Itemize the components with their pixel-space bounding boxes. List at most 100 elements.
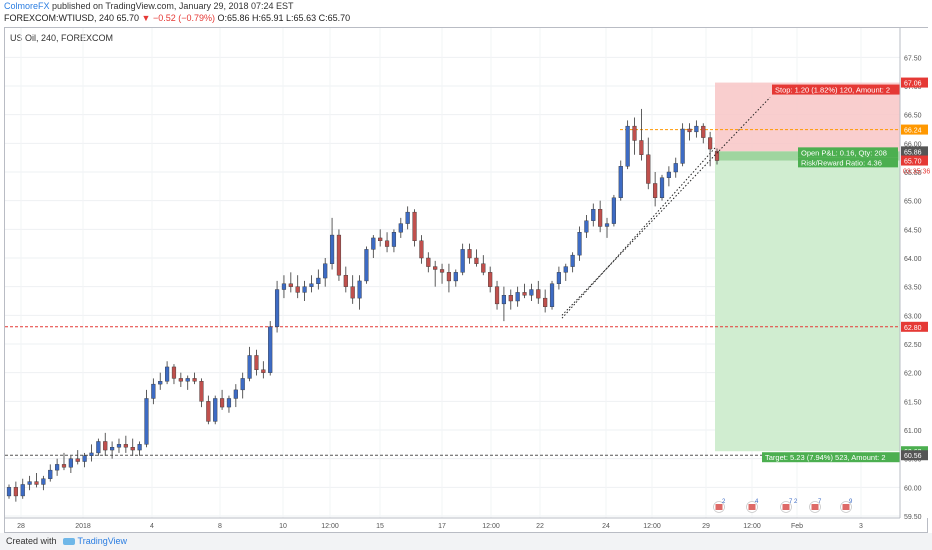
candles (6, 108, 720, 502)
candle-body (116, 444, 122, 448)
x-tick-label: 10 (279, 523, 287, 530)
time-axis[interactable]: 28 2018 4 8 10 12:00 15 17 12:00 22 24 12:00 29 12:00… (5, 517, 900, 530)
candle-body (68, 458, 73, 468)
candle-body (501, 295, 507, 305)
candle-body (123, 444, 128, 448)
candle-body (639, 140, 644, 155)
candle-body (371, 237, 376, 250)
x-tick-label: 4 (150, 523, 154, 530)
candle-body (233, 389, 238, 399)
price-axis[interactable]: 67.5067.0066.5066.0065.5065.0064.5064.00… (899, 28, 930, 521)
candle-body (439, 269, 445, 273)
rr-label: Risk/Reward Ratio: 4.36 (801, 158, 882, 167)
price-axis-bg (900, 28, 928, 518)
event-badge-count: 2 (722, 499, 726, 505)
candle-body (488, 272, 493, 287)
candle-body (309, 283, 314, 287)
y-tick-label: 66.50 (904, 113, 922, 120)
chart-legend: US Oil, 240, FOREXCOM (10, 33, 113, 43)
candle-body (41, 478, 46, 485)
candle-body (625, 125, 630, 167)
position-labels: Stop: 1.20 (1.82%) 120, Amount: 2 Open P&… (762, 84, 900, 463)
candle-body (329, 234, 335, 264)
candle-body (563, 266, 568, 273)
candle-body (577, 231, 582, 256)
candle-body (701, 125, 706, 138)
price-tag: 67.06 (904, 81, 922, 88)
symbol-info: FOREXCOM:WTIUSD, 240 65.70 ▼ −0.52 (−0.7… (4, 13, 350, 23)
candle-body (350, 286, 355, 299)
event-flag-stripe (782, 504, 790, 510)
y-tick-label: 64.50 (904, 227, 922, 234)
candle-body (261, 369, 266, 373)
price-change: ▼ −0.52 (−0.79%) (141, 13, 215, 23)
candle-body (96, 441, 101, 454)
candle-body (302, 286, 307, 293)
candle-body (522, 292, 527, 296)
candle-body (6, 487, 12, 497)
candle-body (604, 223, 610, 227)
publish-text: published on TradingView.com, January 29… (49, 1, 294, 11)
candle-body (405, 211, 410, 224)
candle-body (75, 458, 80, 462)
candle-body (192, 378, 197, 382)
candle-body (474, 257, 479, 264)
candle-body (419, 240, 424, 259)
candle-body (398, 223, 403, 233)
candle-body (130, 447, 135, 451)
candle-body (151, 383, 156, 399)
price-chart[interactable]: US Oil, 240, FOREXCOM Stop: 1.20 (1.82%)… (0, 0, 932, 533)
x-tick-label: 22 (536, 523, 544, 530)
candle-body (632, 125, 637, 141)
publish-info: ColmoreFX published on TradingView.com, … (4, 1, 294, 11)
candle-body (48, 469, 53, 479)
tradingview-logo-icon (62, 538, 75, 546)
candle-body (687, 128, 692, 133)
candle-body (323, 263, 328, 279)
x-tick-label: 24 (602, 523, 610, 530)
candle-body (556, 272, 561, 285)
candle-body (694, 125, 699, 133)
event-badge-count: 7 2 (789, 499, 798, 505)
candle-body (13, 487, 18, 497)
footer: Created with TradingView (0, 533, 932, 550)
x-tick-label: 29 (702, 523, 710, 530)
symbol-line: FOREXCOM:WTIUSD, 240 65.70 (4, 13, 142, 23)
x-tick-label: 12:00 (743, 523, 761, 530)
trendlines (561, 97, 771, 319)
candle-body (219, 398, 225, 408)
tradingview-brand[interactable]: TradingView (77, 536, 128, 546)
price-tag: 65.86 (904, 149, 922, 156)
author-link[interactable]: ColmoreFX (4, 1, 50, 11)
rr-label-bg (798, 157, 898, 168)
candle-body (336, 234, 342, 276)
candle-body (254, 355, 259, 371)
trend-line-upper (561, 97, 771, 316)
candle-body (343, 275, 348, 287)
x-tick-label: 12:00 (321, 523, 339, 530)
y-tick-label: 63.00 (904, 313, 922, 320)
candle-body (481, 263, 486, 273)
candle-body (467, 249, 472, 259)
target-label-bg (762, 452, 900, 463)
candle-body (171, 366, 177, 379)
candle-body (666, 171, 671, 178)
candle-body (412, 211, 417, 241)
event-badges: 2 4 7 2 7 9 (713, 499, 853, 513)
price-tag-bg (901, 450, 928, 461)
candle-body (659, 177, 665, 199)
position-zones (715, 82, 900, 452)
y-tick-label: 60.00 (904, 485, 922, 492)
candle-body (536, 289, 541, 299)
x-tick-label: 12:00 (482, 523, 500, 530)
candle-body (357, 280, 362, 299)
candle-body (137, 444, 142, 451)
candle-body (591, 209, 596, 221)
ohlc-values: O:65.86 H:65.91 L:65.63 C:65.70 (215, 13, 351, 23)
candle-body (226, 398, 232, 408)
event-badge-count: 4 (755, 499, 759, 505)
candle-body (680, 128, 685, 164)
candle-body (618, 166, 623, 198)
candle-body (646, 154, 651, 184)
candle-body (185, 378, 190, 382)
